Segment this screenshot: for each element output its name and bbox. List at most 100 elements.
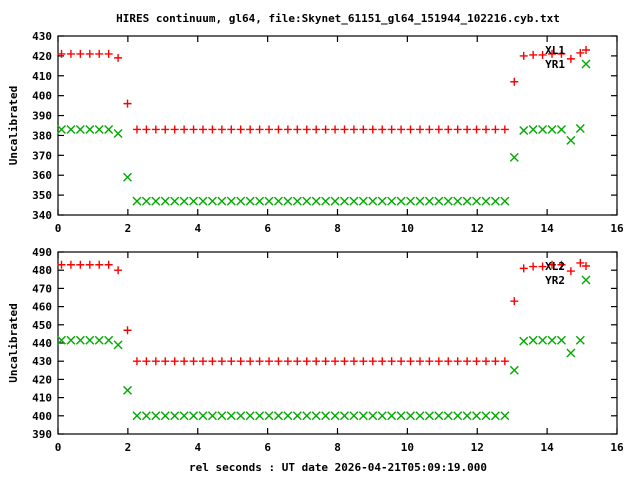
data-point-XL2 [132, 357, 141, 366]
data-point-XL1 [227, 125, 236, 134]
data-point-YR2 [75, 335, 85, 345]
data-point-XL2 [66, 260, 75, 269]
data-point-XL1 [500, 125, 509, 134]
x-tick-label-top: 12 [471, 222, 484, 235]
x-tick-label-top: 2 [125, 222, 132, 235]
data-point-XL1 [519, 51, 528, 60]
data-point-XL2 [548, 260, 557, 269]
data-point-XL1 [481, 125, 490, 134]
data-point-YR2 [311, 411, 321, 421]
data-point-XL1 [321, 125, 330, 134]
data-point-XL1 [283, 125, 292, 134]
data-point-YR1 [387, 196, 397, 206]
data-point-XL1 [434, 125, 443, 134]
y-tick-label-bottom: 390 [32, 428, 52, 441]
data-point-XL1 [180, 125, 189, 134]
data-point-XL1 [472, 125, 481, 134]
data-point-YR2 [566, 348, 576, 358]
data-point-YR1 [481, 196, 491, 206]
data-point-YR2 [94, 335, 104, 345]
data-point-YR1 [189, 196, 199, 206]
data-point-YR2 [481, 411, 491, 421]
data-point-XL2 [359, 357, 368, 366]
data-point-YR1 [132, 196, 142, 206]
data-point-YR1 [85, 124, 95, 134]
data-point-XL1 [491, 125, 500, 134]
data-point-YR2 [396, 411, 406, 421]
data-point-XL2 [104, 260, 113, 269]
data-point-YR1 [415, 196, 425, 206]
y-tick-label-top: 380 [32, 129, 52, 142]
data-point-XL2 [576, 258, 585, 267]
y-tick-label-bottom: 430 [32, 355, 52, 368]
data-point-XL1 [463, 125, 472, 134]
x-tick-label-bottom: 2 [125, 441, 132, 454]
x-axis-label: rel seconds : UT date 2026-04-21T05:09:1… [189, 461, 487, 474]
data-point-XL2 [425, 357, 434, 366]
data-point-XL1 [57, 49, 66, 58]
legend-marker-XL1 [582, 46, 590, 54]
data-point-YR2 [377, 411, 387, 421]
data-point-XL1 [453, 125, 462, 134]
data-point-XL2 [453, 357, 462, 366]
data-point-XL1 [76, 49, 85, 58]
y-tick-label-bottom: 480 [32, 264, 52, 277]
data-point-XL2 [170, 357, 179, 366]
data-point-YR2 [472, 411, 482, 421]
data-point-YR2 [519, 336, 529, 346]
data-point-XL2 [415, 357, 424, 366]
data-point-YR1 [302, 196, 312, 206]
data-point-XL1 [104, 49, 113, 58]
data-point-YR1 [179, 196, 189, 206]
data-point-XL2 [255, 357, 264, 366]
data-point-XL2 [302, 357, 311, 366]
data-point-YR1 [396, 196, 406, 206]
data-point-XL2 [519, 264, 528, 273]
data-point-YR2 [66, 335, 76, 345]
data-point-XL1 [425, 125, 434, 134]
data-point-XL1 [236, 125, 245, 134]
data-point-YR1 [500, 196, 510, 206]
data-point-XL1 [198, 125, 207, 134]
data-point-XL1 [529, 50, 538, 59]
data-point-YR2 [528, 335, 538, 345]
data-point-XL2 [529, 262, 538, 271]
x-tick-label-top: 0 [55, 222, 62, 235]
x-tick-label-bottom: 10 [401, 441, 414, 454]
data-point-XL2 [434, 357, 443, 366]
data-point-YR1 [273, 196, 283, 206]
data-point-YR2 [490, 411, 500, 421]
data-point-XL2 [463, 357, 472, 366]
y-tick-label-bottom: 400 [32, 410, 52, 423]
data-point-XL2 [368, 357, 377, 366]
data-point-XL1 [66, 49, 75, 58]
data-point-XL1 [302, 125, 311, 134]
data-point-YR1 [443, 196, 453, 206]
data-point-XL2 [387, 357, 396, 366]
data-point-YR2 [424, 411, 434, 421]
data-point-YR1 [538, 124, 548, 134]
data-point-YR1 [151, 196, 161, 206]
plot-frame-bottom [57, 251, 618, 435]
data-point-YR2 [255, 411, 265, 421]
data-point-YR1 [236, 196, 246, 206]
data-point-XL1 [274, 125, 283, 134]
x-tick-label-bottom: 14 [541, 441, 555, 454]
data-point-YR2 [358, 411, 368, 421]
legend-label-YR2: YR2 [545, 274, 565, 287]
data-point-YR1 [509, 152, 519, 162]
data-point-YR2 [434, 411, 444, 421]
y-tick-label-bottom: 460 [32, 301, 52, 314]
data-point-YR1 [113, 128, 123, 138]
y-tick-label-top: 410 [32, 70, 52, 83]
data-point-YR1 [453, 196, 463, 206]
data-point-XL2 [274, 357, 283, 366]
data-point-YR2 [349, 411, 359, 421]
data-point-YR1 [245, 196, 255, 206]
x-tick-label-top: 8 [334, 222, 341, 235]
data-point-XL1 [576, 48, 585, 57]
data-point-YR2 [56, 335, 66, 345]
y-tick-label-bottom: 490 [32, 246, 52, 259]
data-point-YR1 [75, 124, 85, 134]
